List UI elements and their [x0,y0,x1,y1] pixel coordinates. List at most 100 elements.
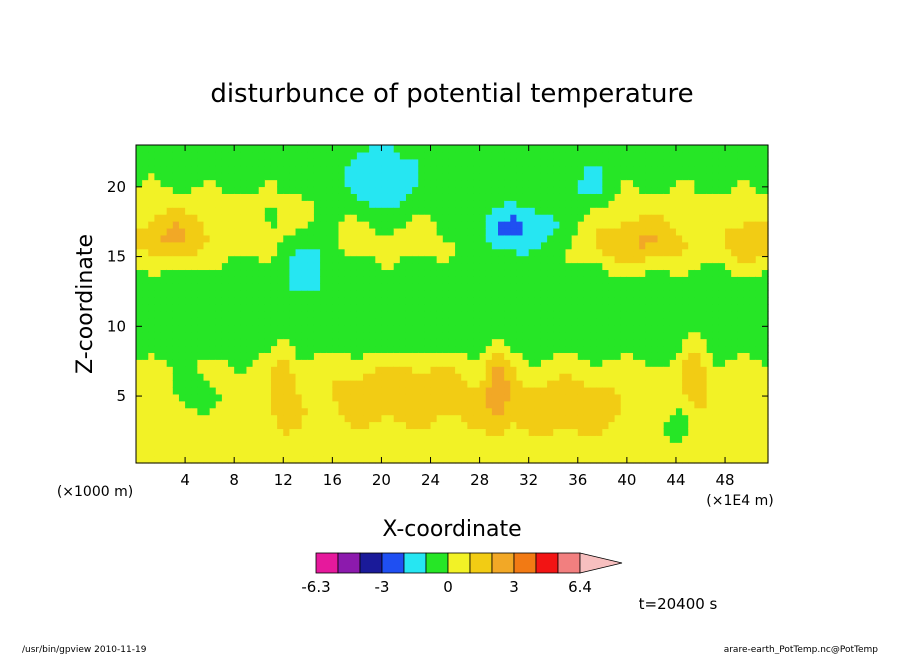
field-cell [675,151,683,160]
field-cell [399,380,407,388]
field-cell [547,241,554,250]
field-cell [430,304,438,312]
field-cell [412,234,419,243]
field-cell [405,290,413,298]
field-cell [522,283,530,291]
field-cell [620,248,628,257]
field-cell [289,172,297,181]
field-cell [393,241,401,250]
field-cell [485,255,493,264]
field-cell [436,435,444,443]
field-cell [608,165,616,174]
x-axis: 4 8 12 16 20 24 28 32 36 40 44 48 [180,145,735,489]
field-cell [737,234,745,243]
field-cell [540,324,548,333]
field-cell [467,428,475,436]
field-cell [669,449,677,457]
field-cell [749,456,757,464]
field-cell [197,269,205,277]
field-cell [675,393,683,402]
field-cell [338,366,346,374]
field-cell [264,151,272,160]
field-cell [283,442,290,450]
field-cell [350,414,358,423]
field-cell [749,338,757,347]
field-cell [258,317,266,326]
field-cell [485,338,493,347]
field-cell [473,186,481,194]
field-cell [620,442,628,450]
field-cell [755,248,763,257]
field-cell [590,165,597,174]
field-cell [228,297,235,305]
field-cell [571,449,579,457]
field-cell [731,145,738,153]
field-cell [657,248,665,257]
field-cell [577,227,585,236]
field-cell [448,380,456,388]
field-cell [418,442,425,450]
field-cell [363,255,370,264]
field-cell [264,214,272,222]
field-cell [142,290,149,298]
field-cell [356,158,364,167]
field-cell [332,380,340,388]
field-cell [338,393,346,402]
field-cell [246,241,254,250]
field-cell [289,393,297,402]
field-cell [669,151,677,160]
field-cell [761,352,769,360]
field-cell [706,366,714,374]
field-cell [412,165,419,174]
field-cell [645,179,653,188]
field-cell [191,317,198,326]
field-cell [215,207,223,215]
field-cell [381,248,389,257]
field-cell [688,386,695,395]
field-cell [749,145,757,153]
field-cell [577,276,585,284]
field-cell [485,186,493,194]
field-cell [522,241,530,250]
field-cell [688,449,695,457]
field-cell [455,456,462,464]
field-cell [725,172,732,181]
field-cell [455,338,462,347]
field-cell [675,283,683,291]
field-cell [172,145,180,153]
field-cell [148,442,156,450]
field-cell [344,227,352,236]
field-cell [737,276,745,284]
field-cell [491,304,499,312]
field-cell [399,456,407,464]
field-cell [553,255,560,264]
field-cell [221,221,229,229]
field-cell [191,421,198,430]
field-cell [289,359,297,367]
field-cell [614,400,622,409]
field-cell [620,255,628,264]
field-cell [320,456,327,464]
field-cell [620,234,628,243]
field-cell [178,359,186,367]
field-cell [424,407,432,416]
field-cell [252,172,260,181]
field-cell [142,393,149,402]
field-cell [455,179,462,188]
field-cell [761,172,769,181]
field-cell [498,310,505,319]
field-cell [197,304,205,312]
field-cell [332,165,340,174]
field-cell [448,324,456,333]
field-cell [645,276,653,284]
field-cell [369,262,376,271]
field-cell [712,310,720,319]
field-cell [172,283,180,291]
field-cell [363,158,370,167]
field-cell [350,428,358,436]
field-cell [240,304,248,312]
field-cell [583,165,591,174]
field-cell [191,393,198,402]
field-cell [246,186,254,194]
field-cell [258,151,266,160]
